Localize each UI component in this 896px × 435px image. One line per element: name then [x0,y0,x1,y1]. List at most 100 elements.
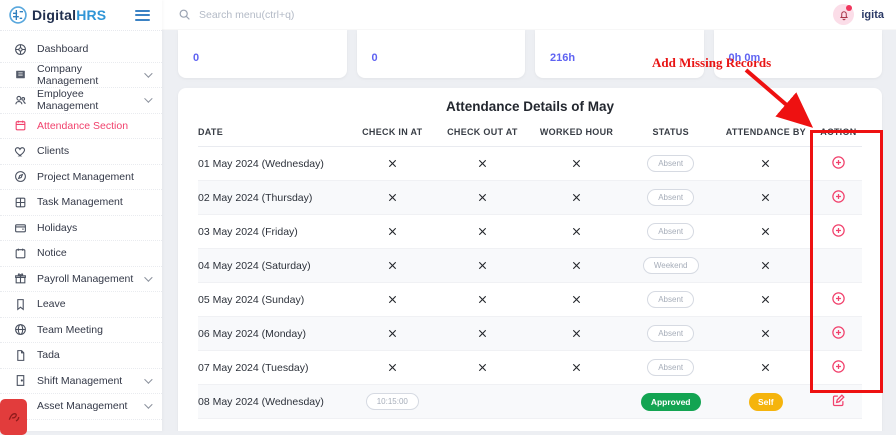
cell-check-out [436,249,528,283]
cell-worked-hour [528,181,624,215]
cell-status: Absent [625,147,717,181]
sidebar-item-team-meeting[interactable]: Team Meeting [0,318,162,344]
sidebar-item-tada[interactable]: Tada [0,343,162,369]
calendar-icon [14,247,27,260]
cell-action [815,385,862,419]
chevron-down-icon [144,375,152,383]
cell-attendance-by [717,147,815,181]
cell-attendance-by [717,351,815,385]
status-badge: Absent [647,223,694,240]
sidebar-item-shift-management[interactable]: Shift Management [0,369,162,395]
sidebar: DigitalHRS Dashboard Company Management … [0,0,162,431]
cell-worked-hour [528,215,624,249]
cell-check-in [348,249,436,283]
sidebar-item-employee-management[interactable]: Employee Management [0,88,162,114]
cell-worked-hour [528,147,624,181]
sidebar-item-attendance-section[interactable]: Attendance Section [0,114,162,140]
sidebar-item-payroll-management[interactable]: Payroll Management [0,267,162,293]
cell-date: 05 May 2024 (Sunday) [198,283,348,317]
column-header-action: ACTION [815,117,862,147]
x-icon [477,328,488,340]
sidebar-item-clients[interactable]: Clients [0,139,162,165]
summary-cards: 0 0 216h 0h 0m [162,30,896,78]
sidebar-item-leave[interactable]: Leave [0,292,162,318]
cell-worked-hour [528,351,624,385]
search-input[interactable] [199,9,459,21]
bookmark-icon [14,298,27,311]
notifications-button[interactable] [833,4,854,25]
table-row: 06 May 2024 (Monday) Absent [198,317,862,351]
add-record-button[interactable] [831,291,846,306]
add-record-button[interactable] [831,325,846,340]
x-icon [760,362,771,374]
x-icon [387,362,398,374]
summary-card: 0 [178,30,347,78]
status-badge: Absent [647,291,694,308]
logo: DigitalHRS [0,0,162,31]
hamburger-menu-icon[interactable] [135,7,150,23]
wallet-icon [14,221,27,234]
sidebar-item-task-management[interactable]: Task Management [0,190,162,216]
add-record-button[interactable] [831,155,846,170]
card-value: 0 [193,52,347,64]
sidebar-item-project-management[interactable]: Project Management [0,165,162,191]
sidebar-item-holidays[interactable]: Holidays [0,216,162,242]
sidebar-item-notice[interactable]: Notice [0,241,162,267]
sidebar-item-company-management[interactable]: Company Management [0,63,162,89]
add-record-button[interactable] [831,189,846,204]
cell-date: 08 May 2024 (Wednesday) [198,385,348,419]
edit-record-button[interactable] [831,393,846,408]
cell-action [815,181,862,215]
support-widget[interactable] [0,399,27,435]
calendar-icon [14,119,27,132]
cell-worked-hour [528,317,624,351]
column-header-worked-hour: WORKED HOUR [528,117,624,147]
status-badge: Approved [641,393,701,411]
file-icon [14,349,27,362]
heart-icon [14,145,27,158]
sidebar-item-label: Shift Management [37,375,122,387]
sidebar-item-dashboard[interactable]: Dashboard [0,37,162,63]
cell-check-out [436,283,528,317]
sidebar-item-label: Team Meeting [37,324,103,336]
cell-attendance-by: Self [717,385,815,419]
cell-date: 06 May 2024 (Monday) [198,317,348,351]
sidebar-nav: Dashboard Company Management Employee Ma… [0,31,162,420]
sidebar-item-label: Leave [37,298,66,310]
cell-action [815,147,862,181]
add-record-button[interactable] [831,359,846,374]
cell-check-in [348,147,436,181]
cell-check-in [348,351,436,385]
table-title: Attendance Details of May [178,88,882,117]
status-badge: 10:15:00 [366,393,419,410]
cell-status: Approved [625,385,717,419]
x-icon [760,260,771,272]
cell-action [815,283,862,317]
cell-action [815,249,862,283]
cell-check-out [436,385,528,419]
cell-check-out [436,351,528,385]
cell-attendance-by [717,283,815,317]
gift-icon [14,272,27,285]
x-icon [760,226,771,238]
search-bar[interactable] [178,8,833,21]
table-row: 01 May 2024 (Wednesday)Absent [198,147,862,181]
globe-icon [14,323,27,336]
door-icon [14,374,27,387]
x-icon [571,362,582,374]
people-icon [14,94,27,107]
add-record-button[interactable] [831,223,846,238]
x-icon [387,226,398,238]
sidebar-item-label: Payroll Management [37,273,133,285]
x-icon [477,158,488,170]
cell-check-out [436,317,528,351]
cell-attendance-by [717,317,815,351]
cell-check-out [436,147,528,181]
cell-check-in [348,317,436,351]
sidebar-item-label: Project Management [37,171,134,183]
cell-status: Absent [625,317,717,351]
chevron-down-icon [144,95,152,103]
x-icon [387,158,398,170]
brand-logo-icon [8,5,28,25]
x-icon [477,226,488,238]
